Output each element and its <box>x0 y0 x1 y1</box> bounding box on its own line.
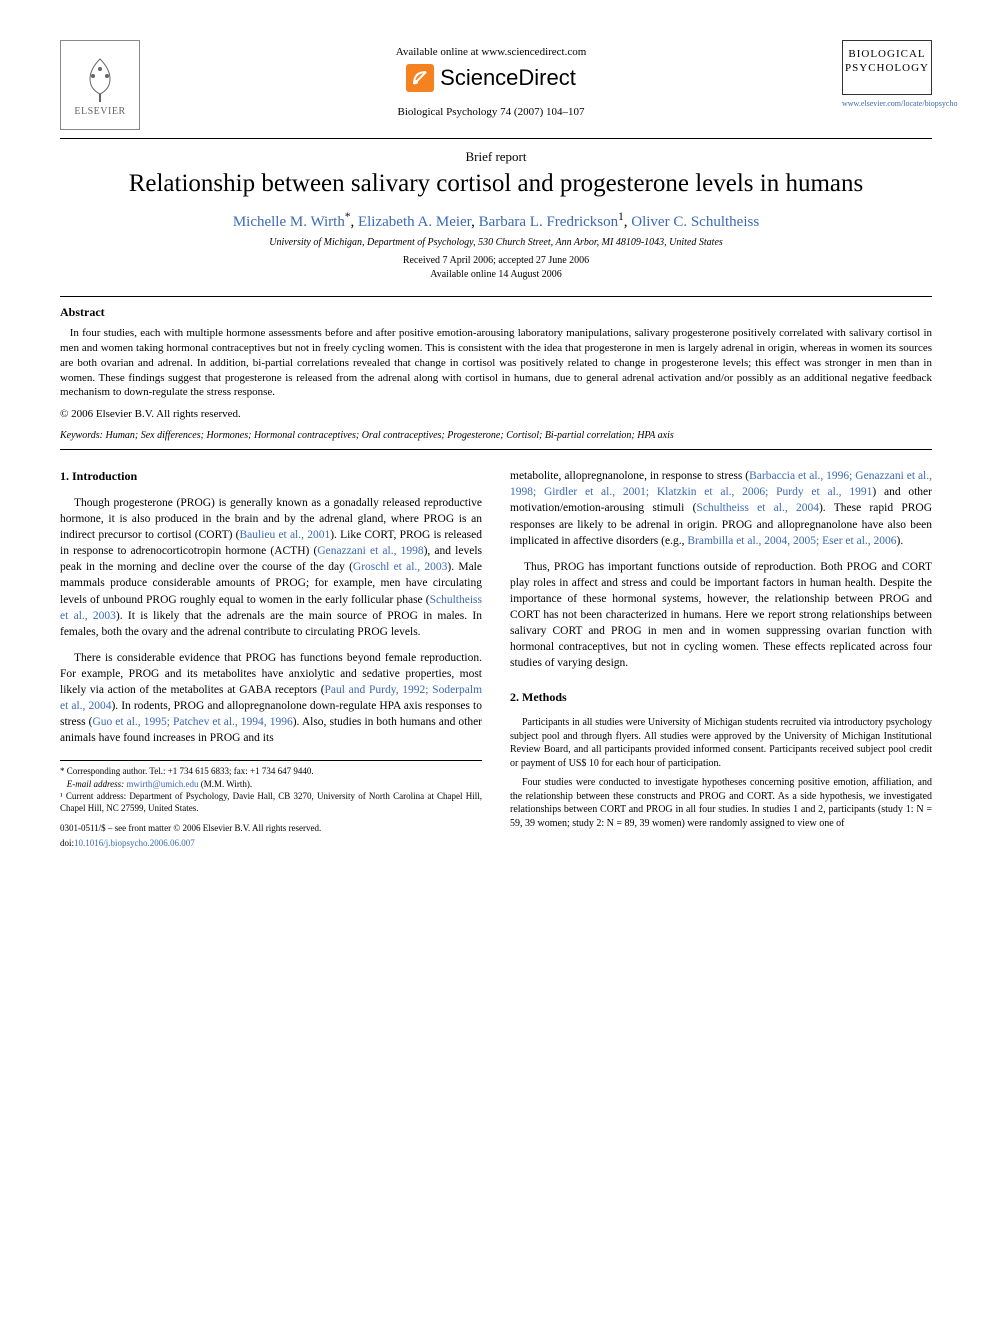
intro-paragraph-1: Though progesterone (PROG) is generally … <box>60 495 482 640</box>
page-header: ELSEVIER Available online at www.science… <box>60 40 932 130</box>
affiliation: University of Michigan, Department of Ps… <box>60 237 932 248</box>
cite-baulieu[interactable]: Baulieu et al., 2001 <box>239 529 330 541</box>
cover-box: BIOLOGICAL PSYCHOLOGY <box>842 40 932 95</box>
publisher-name: ELSEVIER <box>74 106 125 117</box>
abstract-rule-top <box>60 296 932 297</box>
email-row: E-mail address: mwirth@umich.edu (M.M. W… <box>60 778 482 790</box>
cite-schultheiss-2004[interactable]: Schultheiss et al., 2004 <box>696 502 819 514</box>
elsevier-logo: ELSEVIER <box>60 40 140 130</box>
col2-paragraph-2: Thus, PROG has important functions outsi… <box>510 559 932 672</box>
article-title: Relationship between salivary cortisol a… <box>60 169 932 199</box>
tree-icon <box>75 54 125 104</box>
issn-text: 0301-0511/$ – see front matter © 2006 El… <box>60 822 482 835</box>
journal-reference: Biological Psychology 74 (2007) 104–107 <box>140 106 842 118</box>
cite-brambilla[interactable]: Brambilla et al., 2004, 2005; Eser et al… <box>687 535 896 547</box>
doi-link[interactable]: 10.1016/j.biopsycho.2006.06.007 <box>74 838 195 848</box>
author-3[interactable]: Barbara L. Fredrickson <box>479 214 619 230</box>
footnotes: * Corresponding author. Tel.: +1 734 615… <box>60 760 482 814</box>
doi-row: doi:10.1016/j.biopsycho.2006.06.007 <box>60 837 482 850</box>
copyright-text: © 2006 Elsevier B.V. All rights reserved… <box>60 408 932 420</box>
article-dates: Received 7 April 2006; accepted 27 June … <box>60 254 932 282</box>
header-rule <box>60 138 932 139</box>
keywords-label: Keywords: <box>60 430 103 441</box>
sciencedirect-icon <box>406 64 434 92</box>
cite-genazzani[interactable]: Genazzani et al., 1998 <box>317 545 423 557</box>
keywords-row: Keywords: Human; Sex differences; Hormon… <box>60 430 932 441</box>
sep: , <box>471 214 479 230</box>
abstract-body: In four studies, each with multiple horm… <box>60 327 932 398</box>
email-link[interactable]: mwirth@umich.edu <box>126 779 198 789</box>
methods-paragraph-2: Four studies were conducted to investiga… <box>510 776 932 830</box>
cover-title-2: PSYCHOLOGY <box>845 61 929 75</box>
abstract-rule-bottom <box>60 449 932 450</box>
article-type: Brief report <box>60 149 932 165</box>
email-label: E-mail address: <box>67 779 124 789</box>
methods-text: Participants in all studies were Univers… <box>510 716 932 830</box>
column-left: 1. Introduction Though progesterone (PRO… <box>60 468 482 849</box>
body-columns: 1. Introduction Though progesterone (PRO… <box>60 468 932 849</box>
corresponding-author: * Corresponding author. Tel.: +1 734 615… <box>60 765 482 777</box>
keywords-text: Human; Sex differences; Hormones; Hormon… <box>105 430 673 441</box>
cite-guo[interactable]: Guo et al., 1995; Patchev et al., 1994, … <box>92 716 292 728</box>
cover-title-1: BIOLOGICAL <box>845 47 929 61</box>
intro-paragraph-2: There is considerable evidence that PROG… <box>60 650 482 747</box>
doi-label: doi: <box>60 838 74 848</box>
introduction-heading: 1. Introduction <box>60 468 482 485</box>
sciencedirect-brand: ScienceDirect <box>140 64 842 92</box>
available-date: Available online 14 August 2006 <box>60 268 932 282</box>
author-2[interactable]: Elizabeth A. Meier <box>358 214 471 230</box>
methods-heading: 2. Methods <box>510 689 932 706</box>
cite-groschl[interactable]: Groschl et al., 2003 <box>353 561 447 573</box>
center-header: Available online at www.sciencedirect.co… <box>140 40 842 118</box>
col2-paragraph-1: metabolite, allopregnanolone, in respons… <box>510 468 932 548</box>
author-4[interactable]: Oliver C. Schultheiss <box>631 214 759 230</box>
footnote-1: ¹ Current address: Department of Psychol… <box>60 790 482 814</box>
abstract-heading: Abstract <box>60 305 932 320</box>
sciencedirect-text: ScienceDirect <box>440 65 576 91</box>
journal-cover: BIOLOGICAL PSYCHOLOGY www.elsevier.com/l… <box>842 40 932 108</box>
column-right: metabolite, allopregnanolone, in respons… <box>510 468 932 849</box>
available-online-text: Available online at www.sciencedirect.co… <box>140 46 842 58</box>
footer: 0301-0511/$ – see front matter © 2006 El… <box>60 822 482 849</box>
authors-list: Michelle M. Wirth*, Elizabeth A. Meier, … <box>60 211 932 231</box>
email-suffix: (M.M. Wirth). <box>201 779 252 789</box>
journal-url[interactable]: www.elsevier.com/locate/biopsycho <box>842 99 932 108</box>
sep: , <box>350 214 358 230</box>
received-date: Received 7 April 2006; accepted 27 June … <box>60 254 932 268</box>
abstract-text: In four studies, each with multiple horm… <box>60 326 932 400</box>
author-1[interactable]: Michelle M. Wirth <box>233 214 345 230</box>
methods-paragraph-1: Participants in all studies were Univers… <box>510 716 932 770</box>
